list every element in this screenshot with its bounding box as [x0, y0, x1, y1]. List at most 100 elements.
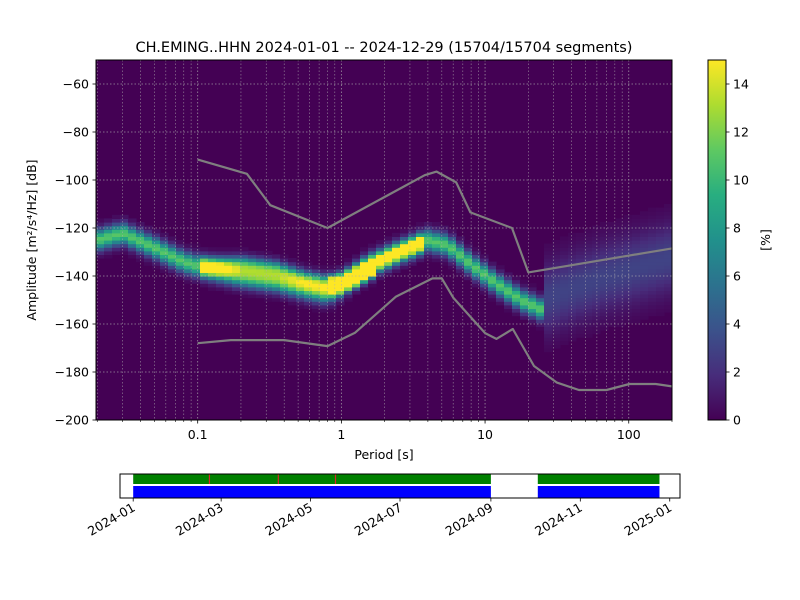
density-cell [328, 286, 337, 291]
density-cell [608, 261, 617, 266]
density-cell [640, 272, 649, 277]
density-cell [168, 250, 177, 255]
density-cell [272, 294, 281, 299]
density-cell [624, 218, 633, 223]
density-cell [640, 214, 649, 219]
density-cell [464, 258, 473, 263]
density-cell [176, 254, 185, 259]
density-cell [632, 218, 641, 223]
density-cell [584, 232, 593, 237]
density-cell [552, 340, 561, 345]
density-cell [648, 229, 657, 234]
density-cell [272, 276, 281, 281]
density-cell [640, 243, 649, 248]
density-cell [576, 308, 585, 313]
density-cell [376, 261, 385, 266]
density-cell [416, 250, 425, 255]
density-cell [168, 243, 177, 248]
density-cell [576, 272, 585, 277]
density-cell [192, 276, 201, 281]
density-cell [576, 250, 585, 255]
density-cell [584, 319, 593, 324]
density-cell [592, 290, 601, 295]
data-used-bar [133, 474, 491, 484]
density-cell [120, 236, 129, 241]
density-cell [288, 301, 297, 306]
density-cell [112, 214, 121, 219]
density-cell [376, 243, 385, 248]
density-cell [584, 286, 593, 291]
density-cell [584, 265, 593, 270]
density-cell [376, 268, 385, 273]
density-cell [592, 326, 601, 331]
density-cell [576, 268, 585, 273]
density-cell [560, 283, 569, 288]
density-cell [368, 243, 377, 248]
density-cell [544, 265, 553, 270]
density-cell [544, 290, 553, 295]
density-cell [344, 294, 353, 299]
density-cell [552, 315, 561, 320]
density-cell [456, 247, 465, 252]
density-cell [600, 304, 609, 309]
colorbar [707, 59, 727, 421]
density-cell [392, 261, 401, 266]
density-cell [272, 265, 281, 270]
density-cell [576, 286, 585, 291]
density-cell [576, 312, 585, 317]
density-cell [136, 222, 145, 227]
density-cell [544, 319, 553, 324]
density-cell [616, 286, 625, 291]
density-cell [592, 319, 601, 324]
density-cell [360, 272, 369, 277]
density-cell [648, 211, 657, 216]
density-cell [632, 301, 641, 306]
density-cell [248, 276, 257, 281]
density-cell [552, 344, 561, 349]
density-cell [592, 268, 601, 273]
density-cell [624, 250, 633, 255]
density-cell [448, 250, 457, 255]
density-cell [624, 247, 633, 252]
density-cell [568, 294, 577, 299]
density-cell [528, 297, 537, 302]
density-cell [368, 261, 377, 266]
density-cell [560, 337, 569, 342]
density-cell [616, 294, 625, 299]
density-cell [608, 286, 617, 291]
density-cell [664, 232, 672, 237]
density-cell [432, 232, 441, 237]
density-cell [352, 254, 361, 259]
density-cell [408, 247, 417, 252]
density-cell [440, 258, 449, 263]
density-cell [152, 261, 161, 266]
density-cell [368, 279, 377, 284]
density-cell [608, 308, 617, 313]
y-tick-label: −160 [55, 317, 89, 332]
density-cell [96, 218, 105, 223]
density-cell [616, 243, 625, 248]
density-cell [568, 283, 577, 288]
density-cell [584, 272, 593, 277]
density-cell [648, 272, 657, 277]
density-cell [344, 276, 353, 281]
density-cell [512, 301, 521, 306]
density-cell [360, 283, 369, 288]
density-cell [456, 243, 465, 248]
density-cell [304, 304, 313, 309]
density-cell [664, 268, 672, 273]
density-cell [656, 240, 665, 245]
density-cell [456, 265, 465, 270]
density-cell [384, 258, 393, 263]
density-cell [200, 272, 209, 277]
density-cell [184, 276, 193, 281]
density-cell [464, 276, 473, 281]
density-cell [200, 283, 209, 288]
density-cell [656, 265, 665, 270]
density-cell [640, 265, 649, 270]
density-cell [608, 236, 617, 241]
density-cell [144, 240, 153, 245]
density-cell [624, 229, 633, 234]
density-cell [648, 207, 657, 212]
density-cell [168, 261, 177, 266]
